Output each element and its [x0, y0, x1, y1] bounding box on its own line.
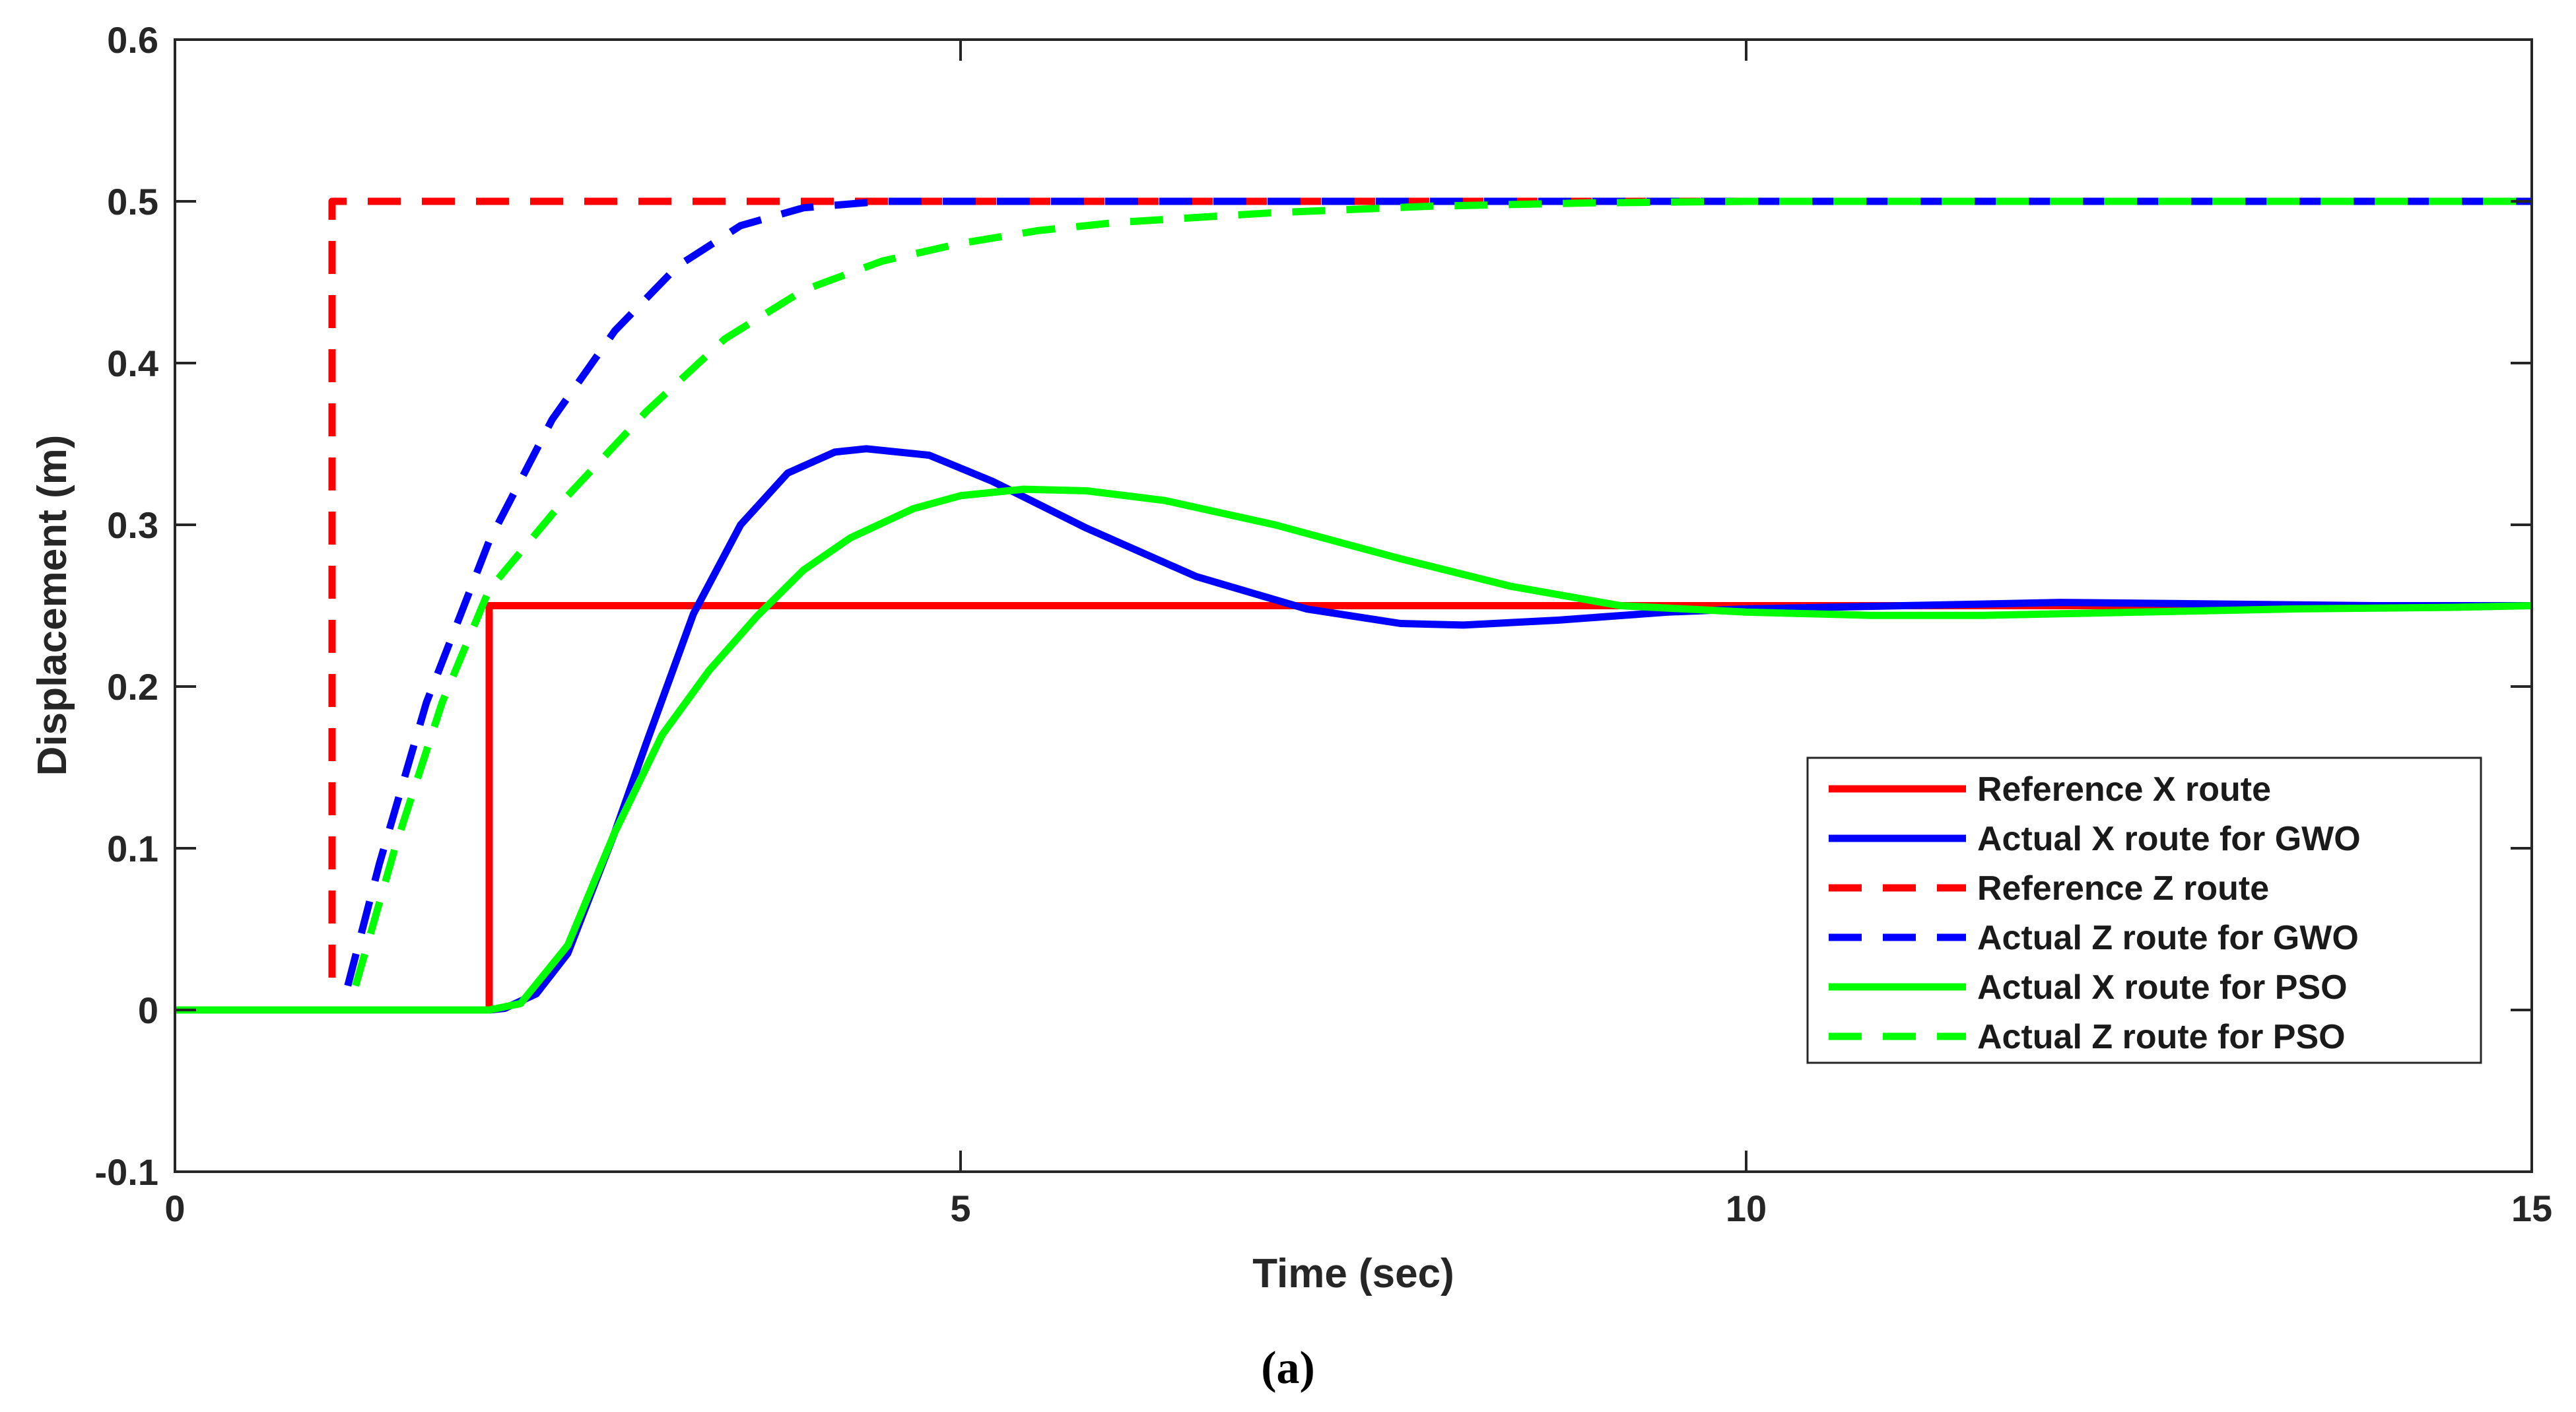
legend-label-actual-z-route-for-gwo: Actual Z route for GWO [1977, 919, 2359, 957]
series-line-actual-z-route-for-pso [352, 197, 2532, 987]
x-tick-label: 15 [2511, 1188, 2552, 1229]
plot-frame [174, 38, 2533, 1173]
y-tick-label: 0 [138, 990, 158, 1031]
x-tick-label: 0 [164, 1188, 185, 1229]
legend-label-reference-x-route: Reference X route [1977, 770, 2271, 809]
x-tick-label: 10 [1726, 1188, 1767, 1229]
tick-layer: 0 5 10 15-0.100.10.20.30.40.50.6 [95, 19, 2553, 1229]
y-tick-label: 0.5 [107, 181, 158, 222]
y-tick-label: 0.6 [107, 19, 158, 61]
y-tick-label: 0.2 [107, 666, 158, 708]
legend-box [1806, 756, 2482, 1064]
legend-label-reference-z-route: Reference Z route [1977, 869, 2269, 908]
y-tick-label: 0.4 [107, 343, 158, 384]
legend-label-actual-z-route-for-pso: Actual Z route for PSO [1977, 1018, 2346, 1056]
x-tick-label: 5 [950, 1188, 970, 1229]
y-tick-label: -0.1 [95, 1151, 159, 1193]
series-layer [175, 197, 2532, 1014]
series-line-actual-z-route-for-gwo [344, 197, 2532, 987]
x-axis-label: Time (sec) [1252, 1251, 1454, 1296]
legend-label-actual-x-route-for-gwo: Actual X route for GWO [1977, 820, 2361, 858]
legend: Reference X route Actual X route for GWO R… [1806, 756, 2482, 1064]
figure-caption: (a) [1261, 1343, 1315, 1394]
legend-label-actual-x-route-for-pso: Actual X route for PSO [1977, 968, 2348, 1007]
y-tick-label: 0.3 [107, 504, 158, 546]
y-tick-label: 0.1 [107, 828, 158, 869]
series-line-actual-x-route-for-pso [175, 485, 2532, 1014]
y-axis-label: Displacement (m) [30, 435, 75, 776]
